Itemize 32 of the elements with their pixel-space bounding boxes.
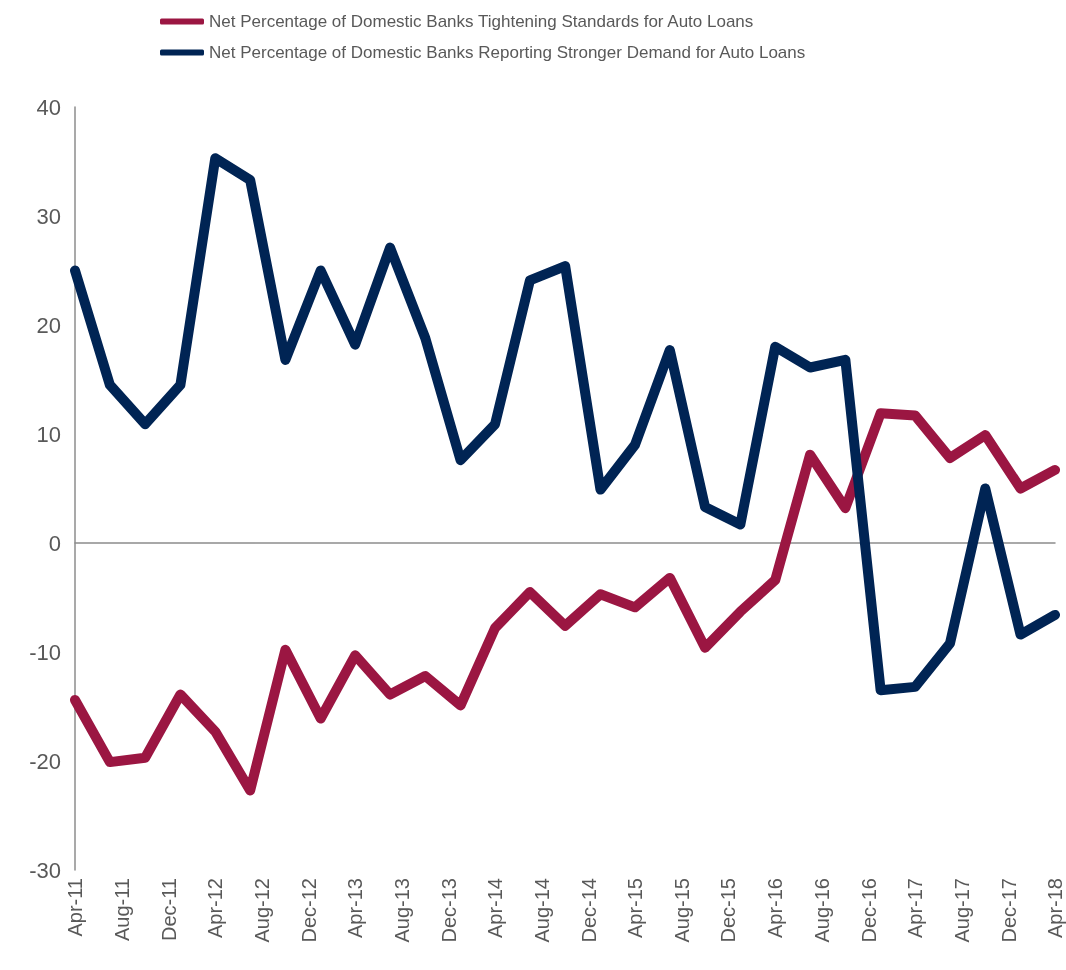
x-tick-label: Dec-14	[577, 878, 600, 943]
y-tick-label: -20	[29, 748, 61, 774]
legend-label: Net Percentage of Domestic Banks Reporting Stronger Demand for Auto Loans	[209, 43, 806, 62]
y-tick-label: 40	[36, 94, 61, 120]
x-tick-label: Apr-16	[764, 878, 787, 939]
legend-label: Net Percentage of Domestic Banks Tightening Standards for Auto Loans	[209, 12, 754, 31]
y-tick-label: -10	[29, 639, 61, 665]
y-tick-label: -30	[29, 857, 61, 883]
x-tick-label: Aug-17	[950, 878, 973, 943]
x-tick-label: Aug-15	[670, 878, 693, 943]
y-tick-label: 30	[36, 203, 61, 229]
x-tick-label: Aug-14	[530, 878, 553, 943]
x-tick-label: Apr-15	[623, 878, 646, 939]
y-tick-label: 20	[36, 312, 61, 338]
x-tick-label: Dec-15	[717, 878, 740, 943]
x-tick-label: Dec-12	[297, 878, 320, 943]
x-tick-label: Dec-17	[997, 878, 1020, 943]
x-tick-label: Apr-12	[204, 878, 227, 939]
x-tick-label: Dec-16	[857, 878, 880, 943]
x-tick-label: Aug-13	[390, 878, 413, 943]
x-tick-label: Apr-14	[484, 878, 507, 939]
x-tick-label: Apr-13	[344, 878, 367, 939]
x-tick-label: Dec-13	[437, 878, 460, 943]
y-tick-label: 10	[36, 421, 61, 447]
x-tick-label: Apr-17	[904, 878, 927, 939]
x-tick-label: Aug-16	[810, 878, 833, 943]
x-tick-label: Apr-11	[64, 878, 86, 937]
x-tick-label: Dec-11	[157, 878, 180, 941]
x-tick-label: Apr-18	[1044, 878, 1066, 939]
y-tick-label: 0	[48, 530, 61, 556]
x-tick-label: Aug-12	[251, 878, 274, 943]
x-tick-label: Aug-11	[110, 878, 133, 942]
